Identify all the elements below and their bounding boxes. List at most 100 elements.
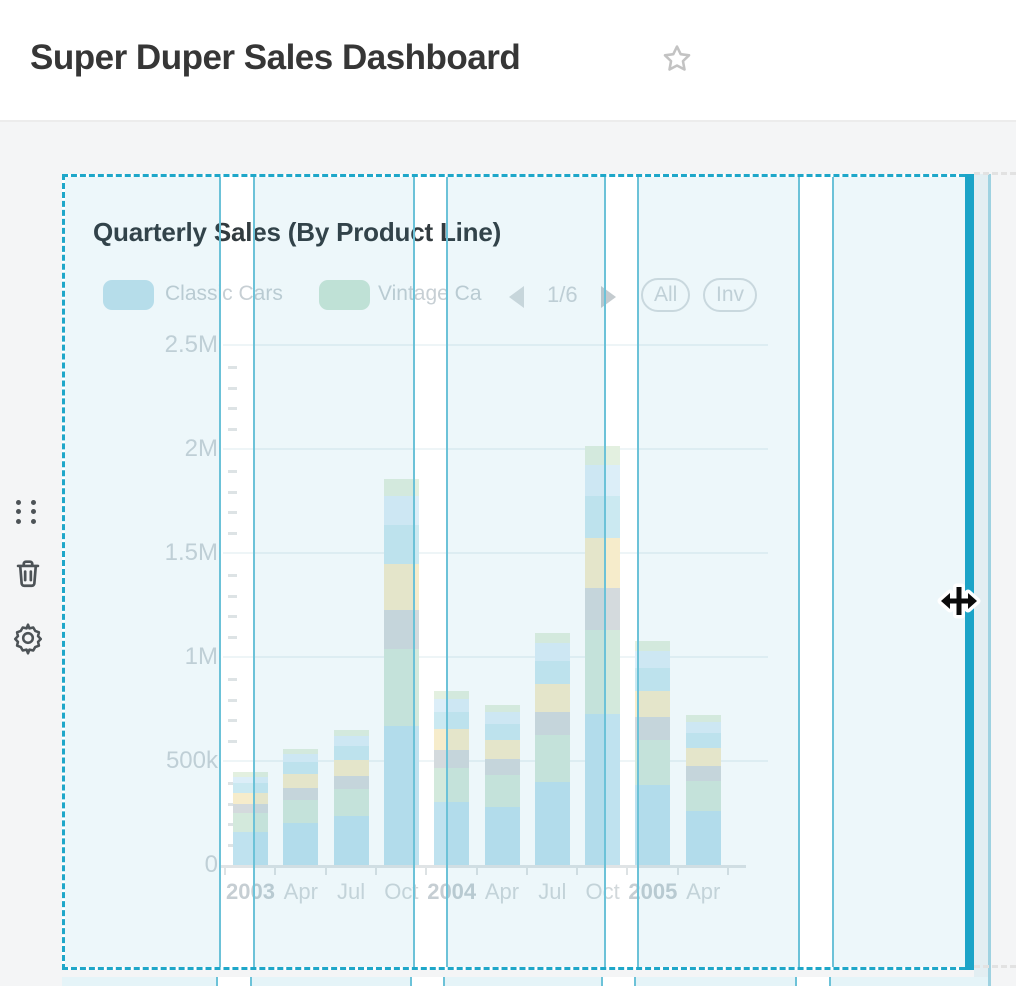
bar-segment <box>434 729 470 751</box>
bar-segment <box>434 802 470 865</box>
y-axis-minor-tick <box>228 823 237 827</box>
x-axis-label: 2004 <box>427 879 477 904</box>
dashboard-card[interactable]: 0 500k 1M 1.5M 2M 2.5M 2003 Apr Jul Oct 2004 Apr Jul… <box>62 174 974 970</box>
bar-segment <box>534 684 570 712</box>
bar-segment <box>283 774 319 789</box>
grid-column-line <box>410 977 412 986</box>
x-axis-tick <box>525 868 528 875</box>
bar-segment <box>635 641 671 652</box>
chart-legend: Classic Cars Vintage Ca 1/6 All Inv <box>65 278 969 314</box>
grid-column-line <box>250 977 252 986</box>
grid-column-ghost <box>974 174 989 986</box>
bar-segment <box>635 739 671 785</box>
legend-label-classic-cars[interactable]: Classic Cars <box>165 282 283 305</box>
grid-column-line <box>829 977 831 986</box>
x-axis-label: Oct <box>585 879 620 904</box>
bar-segment <box>635 690 671 718</box>
x-axis-tick <box>475 868 478 875</box>
bar-segment <box>383 563 419 611</box>
bar-segment <box>484 775 520 808</box>
bar-segment <box>283 799 319 823</box>
x-axis-label: Jul <box>337 879 366 904</box>
legend-select-all-button[interactable]: All <box>641 278 691 312</box>
bar-segment <box>585 538 621 589</box>
bar-segment <box>685 715 721 723</box>
bar-segment <box>534 781 570 865</box>
x-axis-tick <box>425 868 428 875</box>
grid-column-line <box>443 977 445 986</box>
bar-segment <box>383 478 419 497</box>
bar-segment <box>383 726 419 865</box>
bar-segment <box>484 724 520 741</box>
y-axis-minor-tick <box>228 573 237 577</box>
bar-segment <box>534 643 570 661</box>
x-axis-label: Apr <box>484 879 520 904</box>
x-axis-tick <box>324 868 327 875</box>
legend-inverse-button[interactable]: Inv <box>703 278 758 312</box>
drag-handle-icon[interactable] <box>16 500 40 524</box>
bar-segment <box>383 610 419 649</box>
bar-segment <box>333 759 369 776</box>
legend-page-indicator: 1/6 <box>547 282 578 307</box>
bar-segment <box>333 789 369 817</box>
grid-column-tint <box>62 977 217 986</box>
x-axis-line <box>221 865 746 868</box>
y-axis-minor-tick <box>228 698 237 702</box>
x-axis-tick <box>727 868 729 875</box>
legend-next-page-icon[interactable] <box>601 286 616 308</box>
bar-segment <box>434 698 470 712</box>
bar-segment <box>233 776 268 784</box>
y-axis-minor-tick <box>228 802 237 806</box>
trash-icon[interactable] <box>11 556 45 590</box>
bar-segment <box>585 588 621 631</box>
legend-label-vintage-cars[interactable]: Vintage Ca <box>378 282 482 305</box>
bar-segment <box>484 704 520 713</box>
legend-swatch-classic-cars[interactable] <box>103 280 154 310</box>
bar-segment <box>233 803 268 814</box>
grid-column-line <box>988 174 991 986</box>
next-grid-row <box>62 977 988 986</box>
chart-title: Quarterly Sales (By Product Line) <box>93 217 502 247</box>
bar-segment <box>585 464 621 497</box>
grid-column-tint <box>445 977 602 986</box>
bar-segment <box>685 811 721 865</box>
bar-segment <box>534 660 570 685</box>
legend-prev-page-icon[interactable] <box>509 286 524 308</box>
x-axis-label: Oct <box>384 879 419 904</box>
grid-column-tint <box>831 977 988 986</box>
bar-segment <box>484 759 520 776</box>
bar-segment <box>283 788 319 800</box>
bar-segment <box>283 753 319 763</box>
bar-segment <box>434 711 470 730</box>
favorite-star-icon[interactable] <box>660 42 694 76</box>
bar-segment <box>484 740 520 760</box>
y-axis-label: 1.5M <box>164 539 218 566</box>
y-axis-minor-tick <box>228 677 237 681</box>
dashboard-title[interactable]: Super Duper Sales Dashboard <box>30 38 521 77</box>
y-axis-label: 500k <box>165 747 218 774</box>
bar-segment <box>283 762 319 775</box>
bar-segment <box>333 729 369 736</box>
gridline <box>223 448 768 450</box>
y-axis-minor-tick <box>228 615 237 619</box>
gear-icon[interactable] <box>11 621 45 655</box>
bar-segment <box>484 807 520 865</box>
y-axis-minor-tick <box>228 386 237 390</box>
y-axis-minor-tick <box>228 469 237 473</box>
bar-segment <box>635 784 671 865</box>
y-axis-minor-tick <box>228 781 237 785</box>
legend-swatch-vintage-cars[interactable] <box>319 280 370 310</box>
y-axis-label: 2M <box>184 435 218 462</box>
bar-segment <box>585 714 621 865</box>
bar-segment <box>434 750 470 768</box>
bar-segment <box>233 772 268 777</box>
original-size-outline-bottom <box>974 965 1016 968</box>
bar-segment <box>635 717 671 740</box>
bar-segment <box>685 781 721 812</box>
bar-segment <box>383 496 419 526</box>
grid-column-line <box>634 977 636 986</box>
y-axis-minor-tick <box>228 636 237 640</box>
original-size-outline-top <box>974 172 1016 175</box>
card-resize-handle[interactable] <box>965 174 974 970</box>
x-axis-tick <box>676 868 679 875</box>
